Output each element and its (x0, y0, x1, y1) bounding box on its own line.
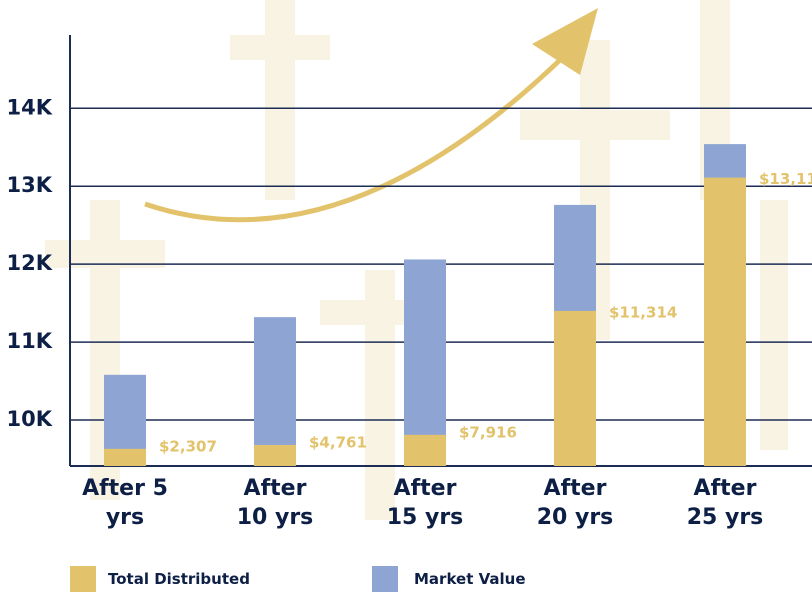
bar (104, 449, 146, 466)
bar (554, 311, 596, 466)
annotation: $11,314 (609, 303, 677, 321)
x-tick-label: After 15 yrs (380, 474, 470, 532)
x-tick-label: After 5 yrs (80, 474, 170, 532)
x-tick-label: After 10 yrs (230, 474, 320, 532)
y-tick-label: 10K (7, 407, 53, 431)
legend-label: Total Distributed (108, 570, 250, 588)
trend-arrow (145, 60, 560, 220)
y-tick-label: 12K (7, 251, 53, 275)
x-tick-label: After 25 yrs (680, 474, 770, 532)
x-tick-label: After 20 yrs (530, 474, 620, 532)
page: 10K 11K 12K 13K 14K $2,307 $4,761 $7,916 $11,314… (0, 0, 812, 591)
bar (404, 435, 446, 466)
bar (704, 178, 746, 466)
bar (254, 445, 296, 466)
annotation: $2,307 (159, 437, 217, 455)
legend-swatch (372, 566, 398, 592)
annotation: $7,916 (459, 423, 517, 441)
legend-swatch (70, 566, 96, 592)
annotation: $4,761 (309, 433, 367, 451)
legend-label: Market Value (414, 570, 526, 588)
y-tick-label: 14K (7, 95, 53, 119)
y-tick-label: 13K (7, 173, 53, 197)
annotation: $13,110 (759, 170, 812, 188)
bar (254, 317, 296, 466)
y-tick-label: 11K (7, 329, 53, 353)
